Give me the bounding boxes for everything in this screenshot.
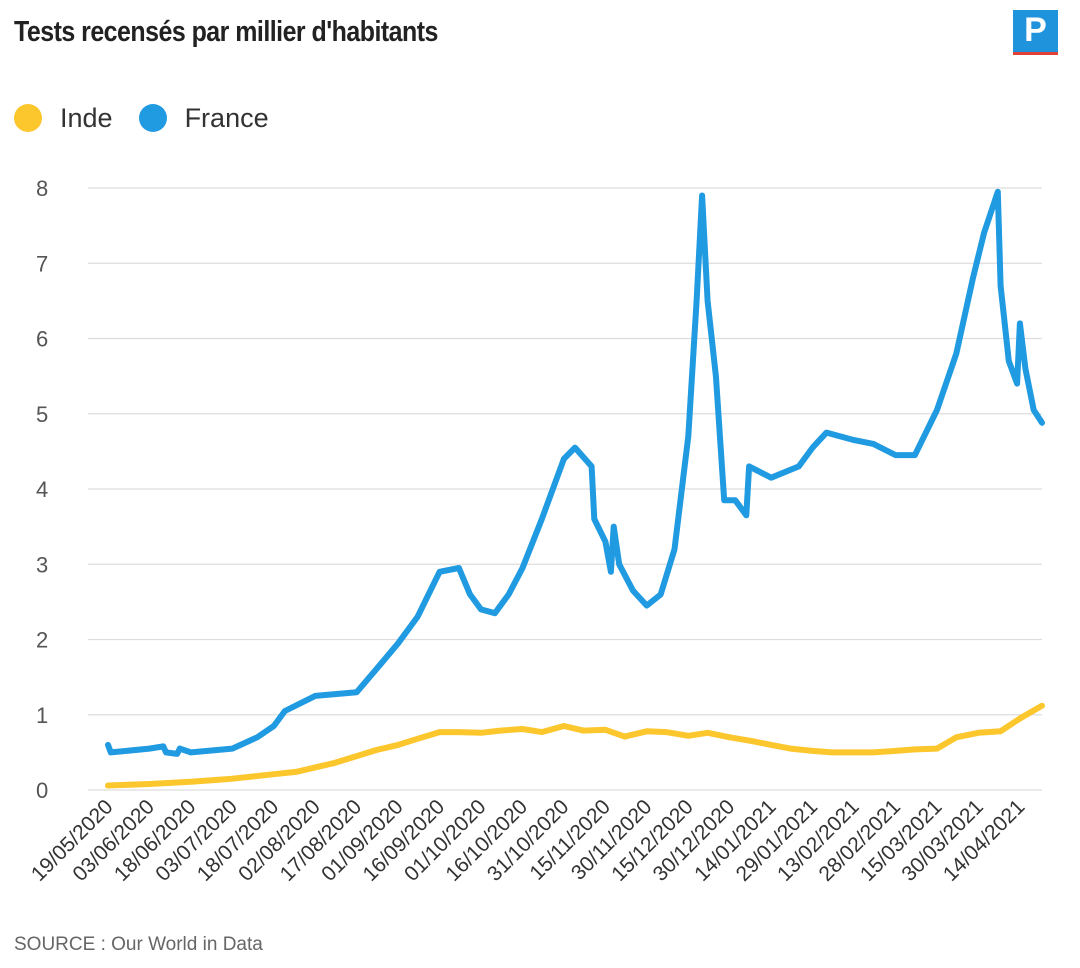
publisher-logo: P: [1013, 10, 1058, 55]
legend-item-france: France: [138, 102, 269, 134]
y-tick-label-5: 5: [36, 402, 48, 427]
y-tick-label-6: 6: [36, 327, 48, 352]
source-note: SOURCE : Our World in Data: [14, 934, 263, 955]
y-tick-label-0: 0: [36, 778, 48, 803]
legend-label-france: France: [184, 102, 269, 133]
series-lines: [105, 188, 1045, 789]
y-tick-label-1: 1: [36, 703, 48, 728]
legend-swatch-inde: [14, 104, 42, 132]
series-line-inde: [105, 702, 1045, 789]
y-tick-label-7: 7: [36, 251, 48, 276]
x-axis-ticks: 19/05/202003/06/202018/06/202003/07/2020…: [27, 795, 1029, 886]
y-axis-ticks: 0 1 2 3 4 5 6 7 8: [36, 176, 48, 803]
y-tick-label-8: 8: [36, 176, 48, 201]
logo-letter: P: [1024, 11, 1047, 49]
legend-swatch-france: [138, 104, 167, 132]
y-tick-label-3: 3: [36, 552, 48, 577]
y-tick-label-4: 4: [36, 477, 48, 502]
series-line-france: [105, 188, 1045, 757]
chart-title: Tests recensés par millier d'habitants: [14, 16, 438, 48]
y-tick-label-2: 2: [36, 628, 48, 653]
legend-label-inde: Inde: [60, 102, 113, 133]
gridlines: [88, 187, 1042, 791]
legend-item-inde: Inde: [14, 103, 113, 134]
chart-legend: Inde France: [14, 100, 295, 136]
logo-underline: [1013, 52, 1058, 55]
